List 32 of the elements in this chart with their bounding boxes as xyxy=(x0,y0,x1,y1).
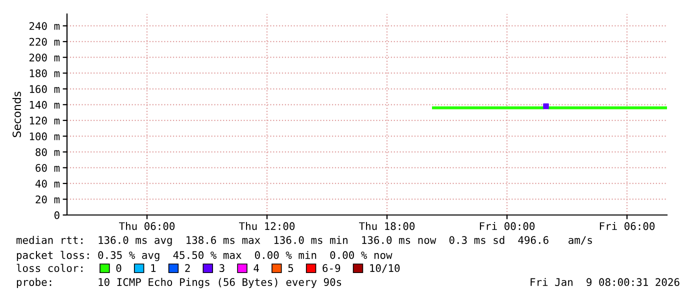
legend-label: 3 xyxy=(220,264,224,272)
y-tick-label: 0 xyxy=(54,211,60,220)
legend-label: 1 xyxy=(151,264,156,272)
y-tick-label: 220 m xyxy=(29,38,60,46)
y-tick-label: 40 m xyxy=(35,180,60,188)
text: Fri Jan 9 08:00:31 2026 xyxy=(530,278,680,286)
legend-label: 5 xyxy=(288,264,294,272)
y-tick-label: 240 m xyxy=(29,22,60,30)
legend-label: 6-9 xyxy=(322,264,340,272)
x-tick-label: Fri 06:00 xyxy=(600,222,655,230)
y-tick-label: 80 m xyxy=(36,148,60,156)
y-tick-label: 140 m xyxy=(30,100,60,109)
legend-label: 10/10 xyxy=(370,264,400,273)
legend-label: 2 xyxy=(185,264,190,272)
y-tick-label: 180 m xyxy=(30,69,60,78)
x-tick-label: Fri 00:00 xyxy=(480,222,535,230)
legend-label: 0 xyxy=(116,264,122,272)
y-tick-label: 200 m xyxy=(29,54,60,62)
x-tick-label: Thu 18:00 xyxy=(359,222,415,230)
text: packet loss: 0.35 % avg 45.50 % max 0.00 % min 0.00 % now xyxy=(16,250,392,262)
legend-label: 4 xyxy=(254,264,259,272)
y-axis-title: Seconds xyxy=(12,92,21,138)
y-tick-label: 100 m xyxy=(30,132,60,140)
y-tick-label: 20 m xyxy=(36,195,60,204)
x-tick-label: Thu 06:00 xyxy=(119,222,175,230)
legend-title: loss color: xyxy=(16,264,82,272)
x-tick-label: Thu 12:00 xyxy=(239,222,295,230)
text: probe: 10 ICMP Echo Pings (56 Bytes) every 90s xyxy=(16,278,342,288)
y-tick-label: 120 m xyxy=(30,116,60,125)
text: median rtt: 136.0 ms avg 138.6 ms max 136.0 ms min 136.0 ms now 0.3 ms sd 496.6 am/s xyxy=(16,236,592,246)
y-tick-label: 160 m xyxy=(30,85,60,94)
y-tick-label: 60 m xyxy=(36,164,60,172)
